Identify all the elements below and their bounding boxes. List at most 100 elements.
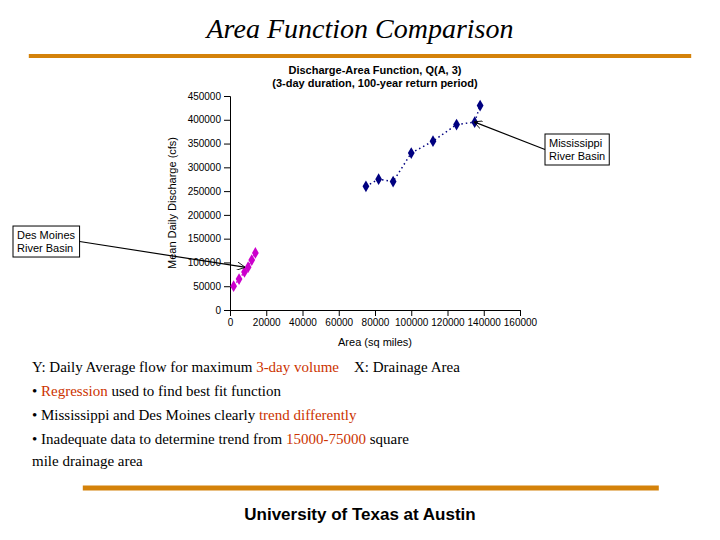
note-segment: Mississippi and Des Moines clearly	[41, 407, 259, 423]
point	[471, 116, 478, 128]
tick: 100000	[395, 310, 429, 328]
note: • Inadequate data to determine trend fro…	[32, 431, 409, 447]
footer: University of Texas at Austin	[244, 505, 475, 524]
point	[252, 247, 259, 259]
point	[230, 280, 237, 292]
tick-mark	[266, 310, 267, 316]
tick-mark	[224, 310, 230, 311]
note-segment: •	[32, 431, 41, 447]
tick: 0	[215, 305, 230, 316]
x-axis: 0 20000 40000 60000 80000 1000001200001400001…	[228, 310, 538, 328]
note-segment: •	[32, 383, 41, 399]
annotation-line: River Basin	[549, 150, 605, 162]
tick-label: 140000	[468, 317, 502, 328]
tick-label: 250000	[188, 186, 222, 197]
tick: 120000	[431, 310, 465, 328]
tick: 150000	[188, 233, 230, 244]
series-line	[234, 253, 256, 286]
tick-mark	[224, 120, 230, 121]
tick-mark	[224, 215, 230, 216]
tick: 300000	[188, 162, 230, 173]
note-segment: trend differently	[259, 407, 357, 423]
tick-label: 160000	[504, 317, 538, 328]
tick: 140000	[468, 310, 502, 328]
point	[453, 119, 460, 131]
annotation-line: Mississippi	[549, 137, 602, 149]
plot-area	[230, 100, 483, 292]
tick-label: 40000	[289, 317, 317, 328]
tick: 250000	[188, 186, 230, 197]
subtitle: Discharge-Area Function, Q(A, 3)	[289, 64, 462, 76]
tick-mark	[339, 310, 340, 316]
rule	[29, 54, 691, 58]
tick-label: 80000	[362, 317, 390, 328]
tick: 350000	[188, 138, 230, 149]
note-segment: Inadequate data to determine trend from	[41, 431, 286, 447]
annotation-arrow	[475, 122, 545, 149]
tick-label: 300000	[188, 162, 222, 173]
note-segment: square	[366, 431, 409, 447]
tick-label: 450000	[188, 91, 222, 102]
note-segment: mile drainage area	[32, 453, 143, 469]
tick: 160000	[504, 310, 538, 328]
tick: 40000	[289, 310, 317, 328]
note-segment: 3-day volume	[256, 359, 339, 375]
tick: 60000	[325, 310, 353, 328]
annotation: MississippiRiver Basin	[475, 122, 610, 165]
annotation: Des MoinesRiver Basin	[13, 226, 245, 267]
annotation-line: Des Moines	[17, 229, 76, 241]
tick-mark	[411, 310, 412, 316]
tick-mark	[448, 310, 449, 316]
note: Y: Daily Average flow for maximum 3-day …	[32, 359, 460, 375]
note-segment: •	[32, 407, 41, 423]
tick: 400000	[188, 114, 230, 125]
note: mile drainage area	[32, 453, 143, 469]
point	[236, 273, 243, 285]
point	[477, 100, 484, 112]
y-axis-title: Mean Daily Discharge (cfs)	[166, 137, 178, 269]
tick-label: 200000	[188, 210, 222, 221]
note: • Mississippi and Des Moines clearly tre…	[32, 407, 357, 423]
note-segment: Y: Daily Average flow for maximum	[32, 359, 256, 375]
point	[430, 135, 437, 147]
tick-label: 400000	[188, 114, 222, 125]
annotation-text: MississippiRiver Basin	[549, 137, 605, 162]
tick-mark	[224, 286, 230, 287]
tick-mark	[224, 191, 230, 192]
note: • Regression used to find best fit funct…	[32, 383, 281, 399]
note-segment: 15000-75000	[286, 431, 366, 447]
axis-line	[224, 97, 231, 311]
tick-label: 100000	[395, 317, 429, 328]
tick-mark	[375, 310, 376, 316]
tick-mark	[303, 310, 304, 316]
tick-mark	[224, 239, 230, 240]
point	[408, 147, 415, 159]
tick-label: 20000	[253, 317, 281, 328]
y-axis: 0500001000001500002000002500003000003500…	[188, 91, 231, 316]
tick-label: 150000	[188, 233, 222, 244]
annotation-box	[545, 134, 609, 165]
tick-label: 120000	[431, 317, 465, 328]
note-segment: X: Drainage Area	[339, 359, 460, 375]
tick: 20000	[253, 310, 281, 328]
annotation-arrow	[80, 242, 245, 268]
annotation-line: River Basin	[17, 242, 73, 254]
tick: 200000	[188, 210, 230, 221]
tick-mark	[224, 96, 230, 97]
tick-label: 0	[228, 317, 234, 328]
x-axis-title: Area (sq miles)	[338, 336, 412, 348]
subtitle: (3-day duration, 100-year return period)	[272, 77, 478, 89]
tick: 80000	[362, 310, 390, 328]
tick-label: 0	[215, 305, 221, 316]
tick-mark	[224, 262, 230, 263]
tick-mark	[520, 310, 521, 316]
rule	[83, 486, 659, 491]
tick-mark	[224, 167, 230, 168]
point	[363, 180, 370, 192]
title: Area Function Comparison	[205, 13, 514, 44]
note-segment: Regression	[41, 383, 108, 399]
chart: Area Function Comparison Discharge-Area F…	[0, 0, 720, 540]
series-line	[366, 106, 480, 187]
tick-label: 350000	[188, 138, 222, 149]
point	[390, 176, 397, 188]
